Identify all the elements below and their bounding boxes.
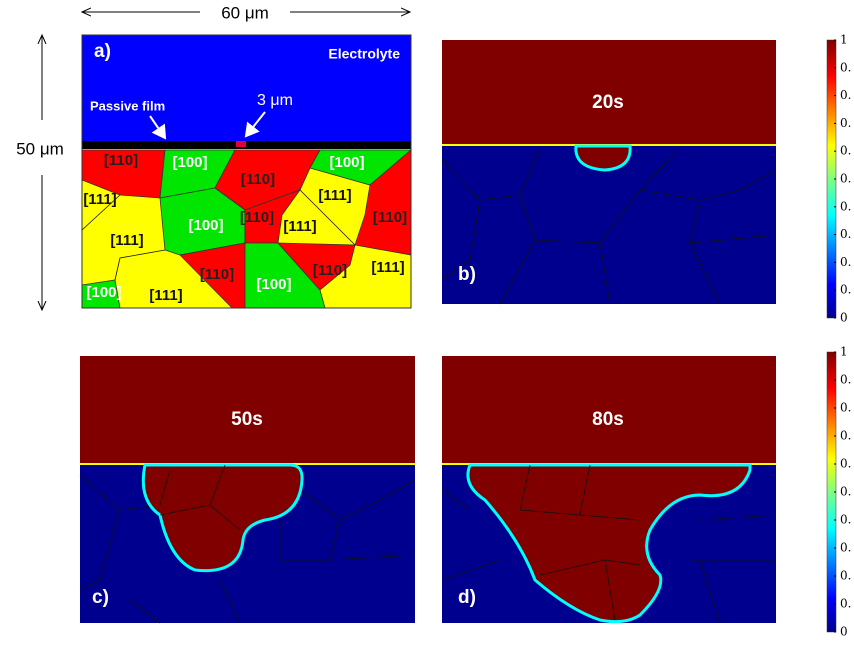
width-label: 60 μm	[221, 3, 269, 22]
height-label: 50 μm	[16, 139, 64, 158]
grain-label: [111]	[283, 218, 316, 235]
grain-label: [110]	[313, 262, 347, 279]
colorbar-tick-label: 0.	[840, 373, 851, 387]
colorbar-tick-label: 0.	[840, 60, 851, 74]
colorbar-tick-label: 0.	[840, 569, 851, 583]
colorbar-tick-label: 1	[840, 33, 848, 47]
figure: 60 μm 50 μm a) Electrolyte Passive film …	[0, 0, 854, 645]
film-label: Passive film	[90, 98, 165, 113]
panel-b: 20s b)	[442, 40, 776, 304]
panel-label: c)	[92, 587, 109, 608]
grain-label: [111]	[83, 191, 116, 208]
grain-label: [110]	[240, 209, 274, 226]
grain-label: [110]	[373, 209, 407, 226]
grain-label: [111]	[110, 232, 143, 249]
colorbar-tick-label: 0.	[840, 541, 851, 555]
panel-d: 80s d)	[442, 356, 776, 623]
colorbar-tick-label: 0	[840, 311, 848, 325]
grain-label: [100]	[172, 154, 207, 171]
colorbar-tick-label: 0.	[840, 227, 851, 241]
colorbar-tick-label: 0.	[840, 199, 851, 213]
panel-c: 50s c)	[80, 356, 415, 623]
panel-label: b)	[458, 264, 476, 285]
colorbar-tick-label: 0.	[840, 429, 851, 443]
time-label: 80s	[592, 409, 624, 430]
colorbar-tick-label: 0.	[840, 513, 851, 527]
panel-label: a)	[94, 41, 111, 62]
time-label: 50s	[231, 409, 263, 430]
grain-label: [100]	[256, 276, 291, 293]
passive-film	[82, 141, 411, 149]
panel-a: a) Electrolyte Passive film 3 μm [110] […	[82, 35, 411, 308]
colorbar-tick-label: 0.	[840, 401, 851, 415]
colorbar-tick-label: 0	[840, 625, 848, 639]
colorbars: 1 0. 0. 0. 0. 0. 0. 0. 0. 0. 0 1 0. 0. 0. 0. 0. 0. 0. 0. 0. 0	[827, 33, 851, 639]
grain-label: [110]	[200, 266, 234, 283]
colorbar-tick-label: 0.	[840, 457, 851, 471]
colorbar-tick-label: 0.	[840, 144, 851, 158]
grain-label: [110]	[241, 171, 275, 188]
grain-label: [100]	[86, 284, 121, 301]
colorbar-tick-label: 1	[840, 345, 848, 359]
colorbar-tick-label: 0.	[840, 283, 851, 297]
colorbar-tick-label: 0.	[840, 116, 851, 130]
panel-label: d)	[458, 587, 476, 608]
electrolyte-label: Electrolyte	[328, 46, 400, 62]
grain-label: [110]	[104, 152, 138, 169]
opening-label: 3 μm	[257, 92, 293, 109]
colorbar-tick-label: 0.	[840, 485, 851, 499]
grain-label: [100]	[188, 217, 223, 234]
grain-label: [111]	[371, 259, 404, 276]
grain-label: [100]	[329, 154, 364, 171]
colorbar-tick-label: 0.	[840, 172, 851, 186]
time-label: 20s	[592, 92, 624, 113]
grain-label: [111]	[149, 287, 182, 304]
grain-label: [111]	[318, 187, 351, 204]
film-opening	[236, 141, 246, 147]
colorbar-tick-label: 0.	[840, 255, 851, 269]
colorbar-tick-label: 0.	[840, 597, 851, 611]
colorbar-tick-label: 0.	[840, 88, 851, 102]
